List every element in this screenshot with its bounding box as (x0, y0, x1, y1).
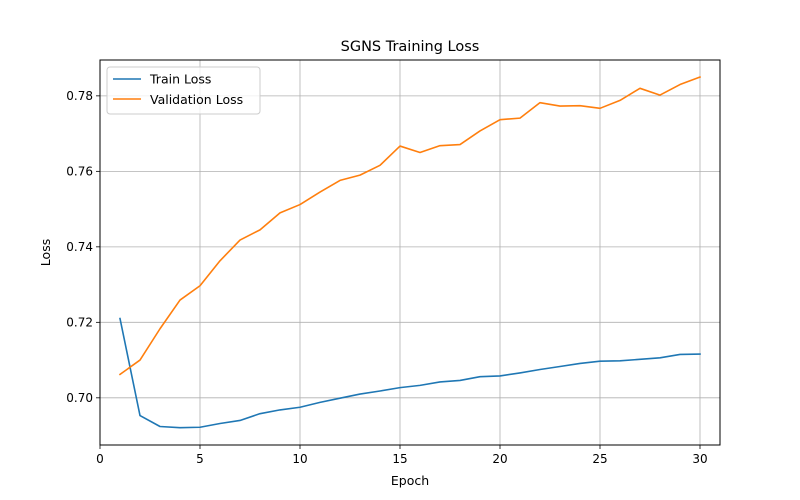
y-tick-label: 0.74 (66, 240, 93, 254)
series-line-validation-loss (118, 75, 702, 376)
x-tick-label: 10 (292, 452, 307, 466)
x-tick-label: 0 (96, 452, 104, 466)
x-tick-label: 15 (392, 452, 407, 466)
series-line-train-loss (119, 317, 701, 429)
plot-area (99, 59, 721, 446)
series-layer (118, 75, 702, 429)
x-tick-label: 30 (692, 452, 707, 466)
x-tick-label: 20 (492, 452, 507, 466)
legend-box (106, 66, 261, 115)
y-tick-label: 0.72 (66, 316, 93, 330)
y-tick-label: 0.76 (66, 165, 93, 179)
y-axis-label: Loss (38, 239, 53, 266)
legend: Train Loss Validation Loss (106, 66, 261, 115)
axis-ticks: 0 5 10 15 20 25 30 0.70 0.72 0.74 0.76 0.78 (66, 89, 707, 466)
x-axis-label: Epoch (391, 473, 429, 488)
x-tick-label: 5 (196, 452, 204, 466)
legend-label-train-loss: Train Loss (149, 72, 211, 87)
x-tick-label: 25 (592, 452, 607, 466)
chart-title: SGNS Training Loss (341, 39, 480, 55)
legend-label-validation-loss: Validation Loss (150, 92, 243, 107)
y-tick-label: 0.78 (66, 89, 93, 103)
y-tick-label: 0.70 (66, 391, 93, 405)
